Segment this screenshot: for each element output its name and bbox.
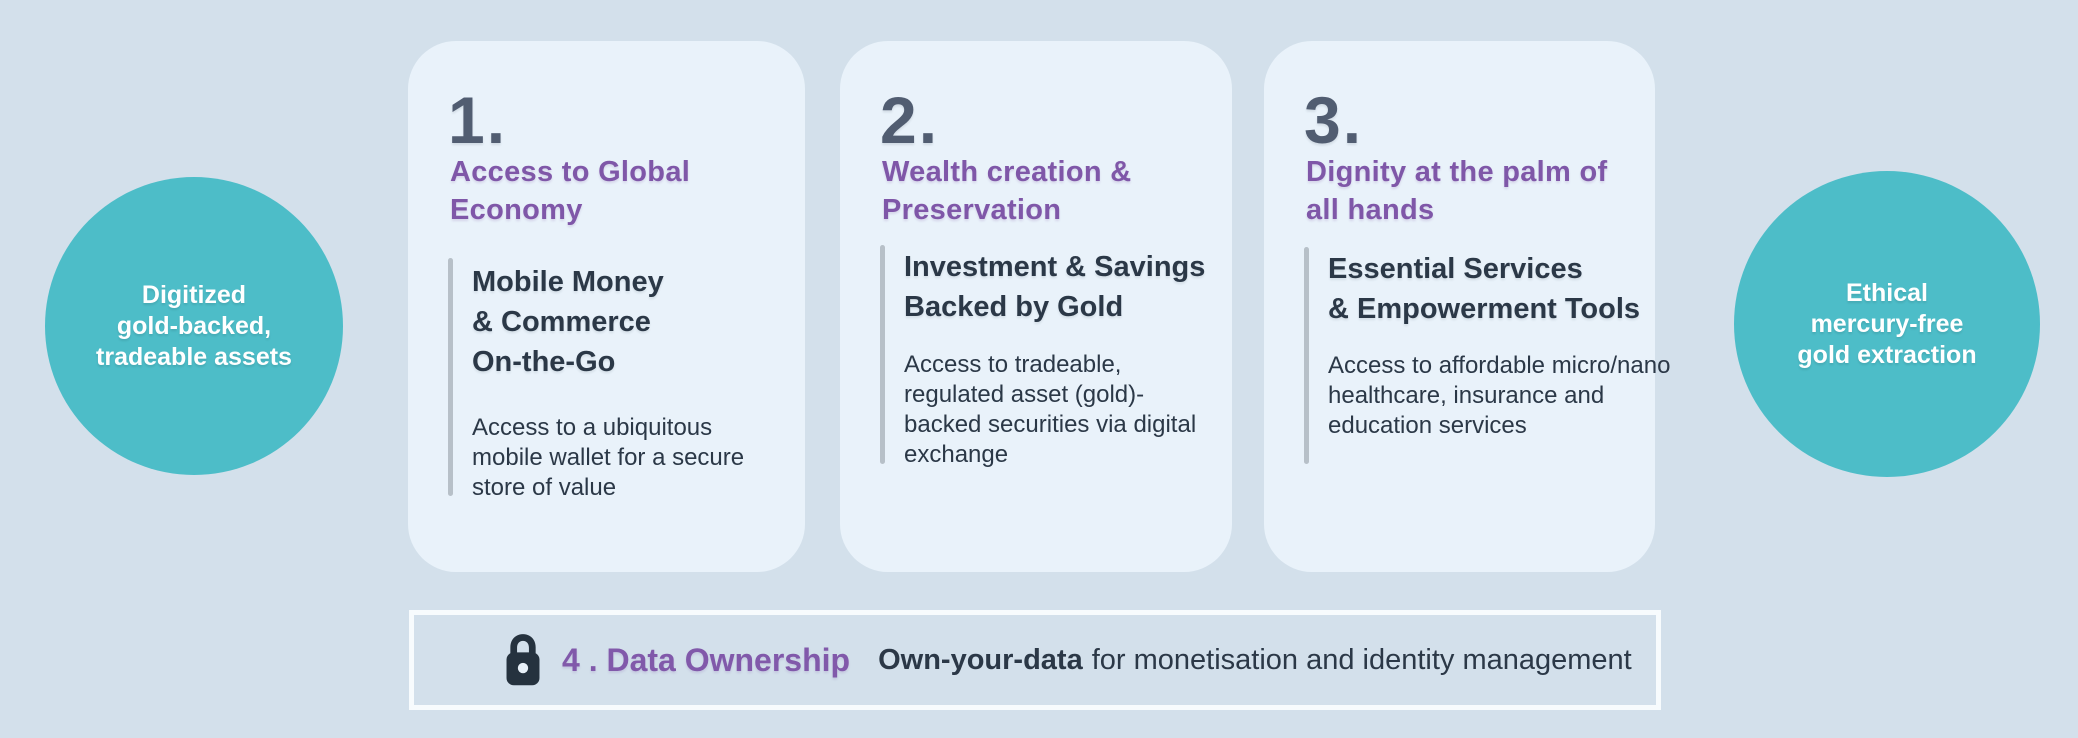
card-dignity: 3. Dignity at the palm of all hands Esse… (1264, 41, 1670, 572)
card-subtitle: Mobile Money & Commerce On-the-Go (472, 266, 664, 378)
card-number: 1. (448, 83, 508, 157)
card-subtitle: Investment & Savings Backed by Gold (904, 251, 1206, 323)
card-description: Access to affordable micro/nano healthca… (1328, 352, 1671, 439)
card-title: Wealth creation & Preservation (882, 156, 1132, 226)
divider (880, 245, 885, 464)
right-benefit-circle: Ethical mercury-free gold extraction (1734, 171, 2040, 477)
card-subtitle: Essential Services & Empowerment Tools (1328, 253, 1641, 325)
divider (448, 258, 453, 496)
lock-icon (506, 634, 540, 686)
card-description: Access to tradeable, regulated asset (go… (904, 351, 1197, 468)
data-ownership-bar: 4 . Data Ownership Own-your-data for mon… (409, 610, 1661, 710)
card-wealth-creation: 2. Wealth creation & Preservation Invest… (840, 41, 1232, 572)
footer-title: 4 . Data Ownership (562, 641, 851, 678)
card-description: Access to a ubiquitous mobile wallet for… (472, 414, 745, 501)
footer-emphasis: Own-your-data (878, 643, 1083, 676)
card-title: Dignity at the palm of all hands (1306, 156, 1608, 226)
footer-text: for monetisation and identity management (1091, 643, 1632, 676)
card-access-global-economy: 1. Access to Global Economy Mobile Money… (408, 41, 805, 572)
card-title: Access to Global Economy (450, 156, 691, 226)
divider (1304, 247, 1309, 464)
right-circle-text: Ethical mercury-free gold extraction (1797, 278, 1977, 369)
left-circle-text: Digitized gold-backed, tradeable assets (96, 280, 292, 371)
left-benefit-circle: Digitized gold-backed, tradeable assets (45, 177, 343, 475)
card-number: 3. (1304, 83, 1364, 157)
card-number: 2. (880, 83, 940, 157)
